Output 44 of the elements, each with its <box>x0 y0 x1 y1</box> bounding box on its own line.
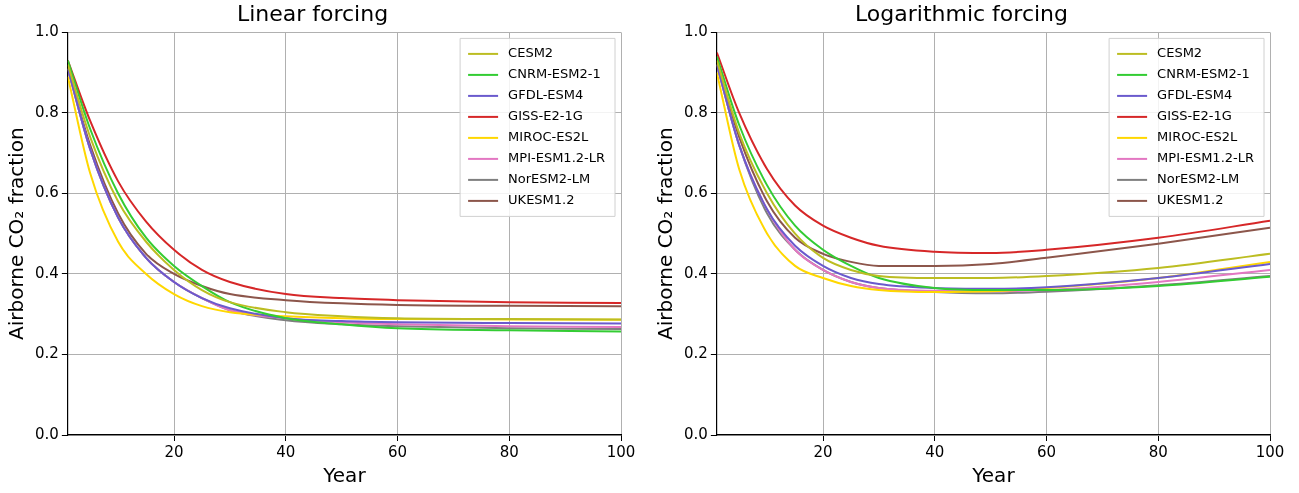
legend-label: GISS-E2-1G <box>1157 108 1232 124</box>
legend-label: UKESM1.2 <box>508 192 575 208</box>
x-axis-title: Year <box>322 463 367 488</box>
legend-label: GFDL-ESM4 <box>1157 87 1233 103</box>
legend-label: UKESM1.2 <box>1157 192 1224 208</box>
y-tick-label: 0.8 <box>35 102 59 121</box>
legend-label: GFDL-ESM4 <box>508 87 584 103</box>
x-tick-label: 100 <box>606 442 636 461</box>
x-tick-label: 80 <box>499 442 519 461</box>
x-tick-label: 60 <box>1036 442 1057 461</box>
legend-label: MPI-ESM1.2-LR <box>508 150 605 166</box>
y-tick-label: 1.0 <box>35 22 59 41</box>
y-axis-title: Airborne CO₂ fraction <box>653 127 678 340</box>
legend-label: CNRM-ESM2-1 <box>508 66 601 82</box>
y-tick-label: 0.6 <box>684 183 708 202</box>
y-tick-label: 0.6 <box>35 183 59 202</box>
legend-label: NorESM2-LM <box>508 171 591 187</box>
legend-label: CESM2 <box>1157 45 1203 61</box>
chart-title: Logarithmic forcing <box>854 0 1069 26</box>
y-tick-label: 1.0 <box>684 22 708 41</box>
y-tick-label: 0.0 <box>35 424 59 443</box>
y-tick-label: 0.0 <box>684 424 708 443</box>
legend-label: NorESM2-LM <box>1157 171 1240 187</box>
x-tick-label: 60 <box>387 442 408 461</box>
chart-title: Linear forcing <box>236 0 389 26</box>
legend-label: MIROC-ES2L <box>508 129 589 145</box>
legend-label: MPI-ESM1.2-LR <box>1157 150 1254 166</box>
y-axis-title: Airborne CO₂ fraction <box>4 127 29 340</box>
legend-label: MIROC-ES2L <box>1157 129 1238 145</box>
x-tick-label: 20 <box>813 442 833 461</box>
y-tick-label: 0.8 <box>684 102 708 121</box>
y-tick-label: 0.4 <box>35 263 59 282</box>
y-tick-label: 0.4 <box>684 263 708 282</box>
x-tick-label: 80 <box>1148 442 1168 461</box>
y-tick-label: 0.2 <box>35 344 59 363</box>
legend-label: CNRM-ESM2-1 <box>1157 66 1250 82</box>
legend-label: CESM2 <box>508 45 554 61</box>
legend-label: GISS-E2-1G <box>508 108 583 124</box>
x-tick-label: 40 <box>276 442 296 461</box>
x-axis-title: Year <box>971 463 1016 488</box>
x-tick-label: 100 <box>1255 442 1285 461</box>
x-tick-label: 40 <box>925 442 945 461</box>
y-tick-label: 0.2 <box>684 344 708 363</box>
x-tick-label: 20 <box>164 442 184 461</box>
